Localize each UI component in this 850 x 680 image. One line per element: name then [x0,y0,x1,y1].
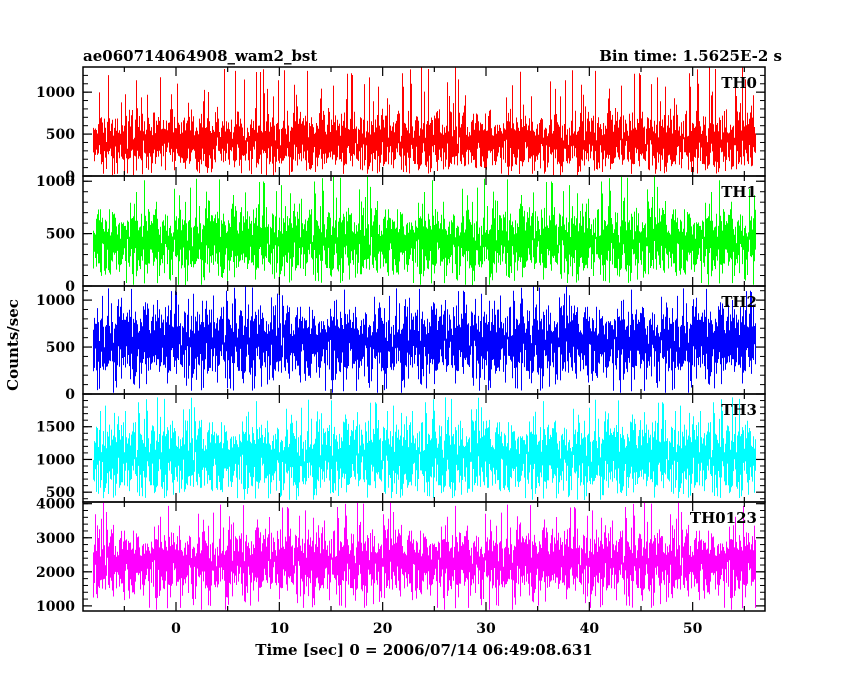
panel-label-th0123: TH0123 [690,509,757,527]
y-tick-label: 1000 [36,293,75,309]
y-tick-label: 500 [46,485,75,501]
y-tick-label: 1000 [36,452,75,468]
y-tick-label: 0 [65,387,75,403]
panel-label-th3: TH3 [721,401,757,419]
y-tick-label: 500 [46,227,75,243]
chart-subtitle: Bin time: 1.5625E-2 s [599,47,782,65]
panel-label-th1: TH1 [721,183,757,201]
panel-th2: TH2 0 500 1000 [36,285,766,403]
series-th2-trace [93,286,756,393]
y-tick-label: 1500 [36,420,75,436]
y-tick-label: 0 [65,279,75,295]
series-th0-trace [93,67,756,176]
x-tick-label: 40 [580,621,600,637]
y-tick-label: 3000 [36,531,75,547]
y-tick-label: 0 [65,169,75,185]
y-tick-label: 4000 [36,497,75,513]
panel-label-th0: TH0 [721,74,757,92]
series-th0123-trace [93,502,756,610]
y-tick-label: 2000 [36,565,75,581]
x-tick-label: 30 [476,621,496,637]
x-tick-label: 10 [270,621,290,637]
y-tick-label: 1000 [36,85,75,101]
x-tick-label: 50 [683,621,703,637]
y-tick-label: 500 [46,340,75,356]
x-axis-label: Time [sec] 0 = 2006/07/14 06:49:08.631 [255,641,592,659]
chart-title: ae060714064908_wam2_bst [83,47,317,65]
y-tick-label: 500 [46,127,75,143]
panel-frame [82,501,766,612]
panel-th3: TH3 500 1000 1500 [36,393,766,503]
x-tick-label: 0 [171,621,181,637]
y-tick-label: 1000 [36,174,75,190]
panel-label-th2: TH2 [721,293,757,311]
y-tick-label: 1000 [36,599,75,615]
panel-th0123: TH0123 1000 2000 3000 4000 [36,497,766,615]
series-th3-trace [93,397,756,500]
panel-th0: TH0 0 500 1000 [36,66,766,185]
series-th1-trace [93,176,756,285]
y-axis-label: Counts/sec [4,299,22,391]
x-tick-label: 20 [373,621,393,637]
panel-th1: TH1 0 500 1000 [36,174,766,295]
panels-group: TH005001000TH105001000TH205001000TH35001… [36,66,766,637]
